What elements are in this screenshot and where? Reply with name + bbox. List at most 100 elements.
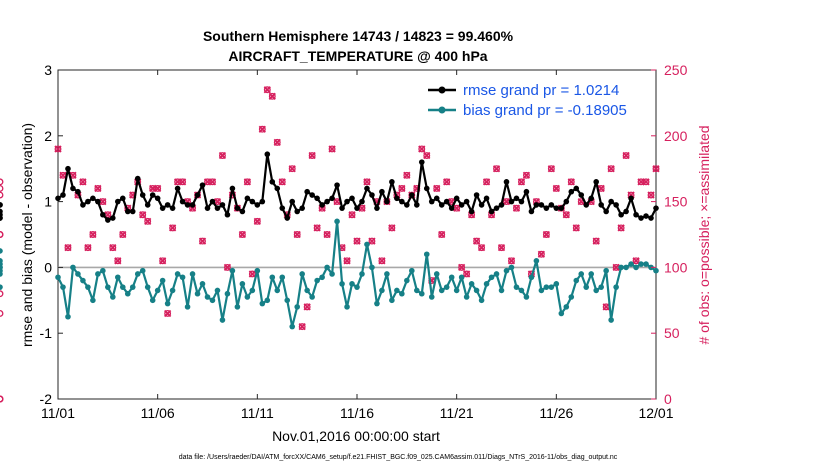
rmse-point (394, 195, 400, 202)
bias-point (339, 281, 345, 287)
obs-possible-marker (443, 178, 451, 186)
bias-point (55, 274, 61, 281)
obs-possible-marker (518, 178, 525, 186)
x-tick-labels: 11/01 11/06 11/11 11/16 11/21 11/26 12/0… (41, 405, 674, 421)
bias-point (139, 267, 146, 274)
obs-assimilated-marker (163, 309, 172, 318)
legend: rmse grand pr = 1.0214 bias grand pr = -… (418, 78, 654, 124)
bias-point (404, 277, 410, 284)
obs-possible-marker (0, 191, 4, 199)
obs-assimilated-marker (632, 257, 640, 265)
obs-assimilated-marker (238, 230, 247, 239)
obs-possible-marker (522, 171, 530, 179)
bias-point (134, 271, 141, 277)
rmse-point (498, 202, 505, 208)
rmse-point (354, 205, 360, 211)
bias-point (533, 258, 540, 264)
rmse-point (638, 215, 644, 221)
rmse-point (95, 198, 101, 205)
obs-possible-marker (109, 244, 117, 252)
obs-assimilated-marker (268, 92, 276, 100)
bias-point (623, 264, 629, 271)
bias-point (493, 271, 500, 277)
x-tick-label: 11/01 (41, 405, 75, 421)
bias-point (428, 294, 435, 300)
bias-point (284, 297, 291, 304)
obs-count-markers (0, 87, 660, 403)
rmse-point (608, 198, 614, 205)
obs-possible-marker (268, 92, 276, 100)
bias-point (433, 271, 440, 277)
obs-possible-marker (144, 217, 152, 225)
rmse-point (299, 205, 305, 211)
y-right-tick-label: 200 (664, 128, 688, 144)
obs-assimilated-marker (502, 197, 511, 206)
rmse-point (633, 211, 639, 218)
obs-assimilated-marker (293, 230, 301, 239)
bias-point (608, 317, 614, 323)
obs-possible-marker (418, 145, 426, 153)
obs-assimilated-marker (403, 171, 411, 179)
bias-point (119, 284, 126, 290)
obs-possible-marker (388, 224, 396, 232)
obs-possible-marker (293, 231, 301, 238)
rmse-point (174, 185, 181, 192)
rmse-point (179, 198, 186, 205)
obs-possible-marker (139, 211, 147, 219)
bias-point (354, 284, 360, 290)
obs-possible-marker (378, 257, 386, 265)
obs-assimilated-marker (597, 184, 605, 193)
rmse-point (229, 185, 236, 192)
obs-possible-marker (278, 178, 286, 186)
y-right-tick-label: 0 (664, 391, 672, 407)
bias-point (149, 297, 156, 304)
bias-point (359, 271, 365, 277)
rmse-point (369, 192, 375, 198)
obs-possible-marker (478, 244, 486, 252)
bias-point (159, 277, 166, 284)
obs-assimilated-marker (243, 178, 252, 186)
bias-point (638, 261, 644, 267)
bias-point (523, 294, 530, 300)
obs-possible-marker (0, 310, 4, 317)
obs-possible-marker (363, 178, 371, 186)
rmse-point (359, 198, 365, 205)
obs-possible-marker (169, 224, 177, 232)
bias-point (269, 274, 276, 281)
obs-possible-marker (89, 231, 97, 238)
bias-point (249, 287, 256, 294)
rmse-point (224, 211, 231, 218)
bias-point (164, 300, 171, 307)
obs-possible-marker (622, 152, 630, 159)
obs-possible-marker (253, 217, 261, 225)
bias-point (110, 294, 116, 300)
obs-possible-marker (607, 165, 615, 173)
bias-point (184, 304, 191, 310)
x-tick-label: 11/26 (539, 405, 573, 421)
bias-point (324, 264, 330, 271)
rmse-point (90, 195, 96, 202)
y-tick-label: -1 (40, 325, 53, 341)
obs-assimilated-marker (607, 165, 615, 173)
obs-possible-marker (0, 231, 4, 238)
bias-point (568, 294, 575, 300)
obs-assimilated-marker (458, 263, 466, 272)
y-right-tick-label: 250 (664, 62, 688, 78)
obs-assimilated-marker (218, 151, 227, 160)
bias-point (314, 277, 320, 284)
rmse-point (110, 215, 116, 221)
bias-point (289, 323, 296, 330)
bias-point (90, 297, 96, 304)
bias-point (299, 271, 305, 277)
rmse-point (568, 188, 575, 195)
rmse-point (623, 208, 629, 215)
obs-assimilated-marker (258, 125, 266, 133)
bias-point (628, 261, 634, 267)
obs-assimilated-marker (308, 151, 316, 160)
x-axis-label: Nov.01,2016 00:00:00 start (272, 428, 440, 444)
bias-point (598, 284, 604, 290)
obs-assimilated-marker (208, 178, 217, 186)
bias-point (75, 271, 81, 277)
obs-possible-marker (199, 237, 206, 245)
bias-point (309, 294, 315, 300)
